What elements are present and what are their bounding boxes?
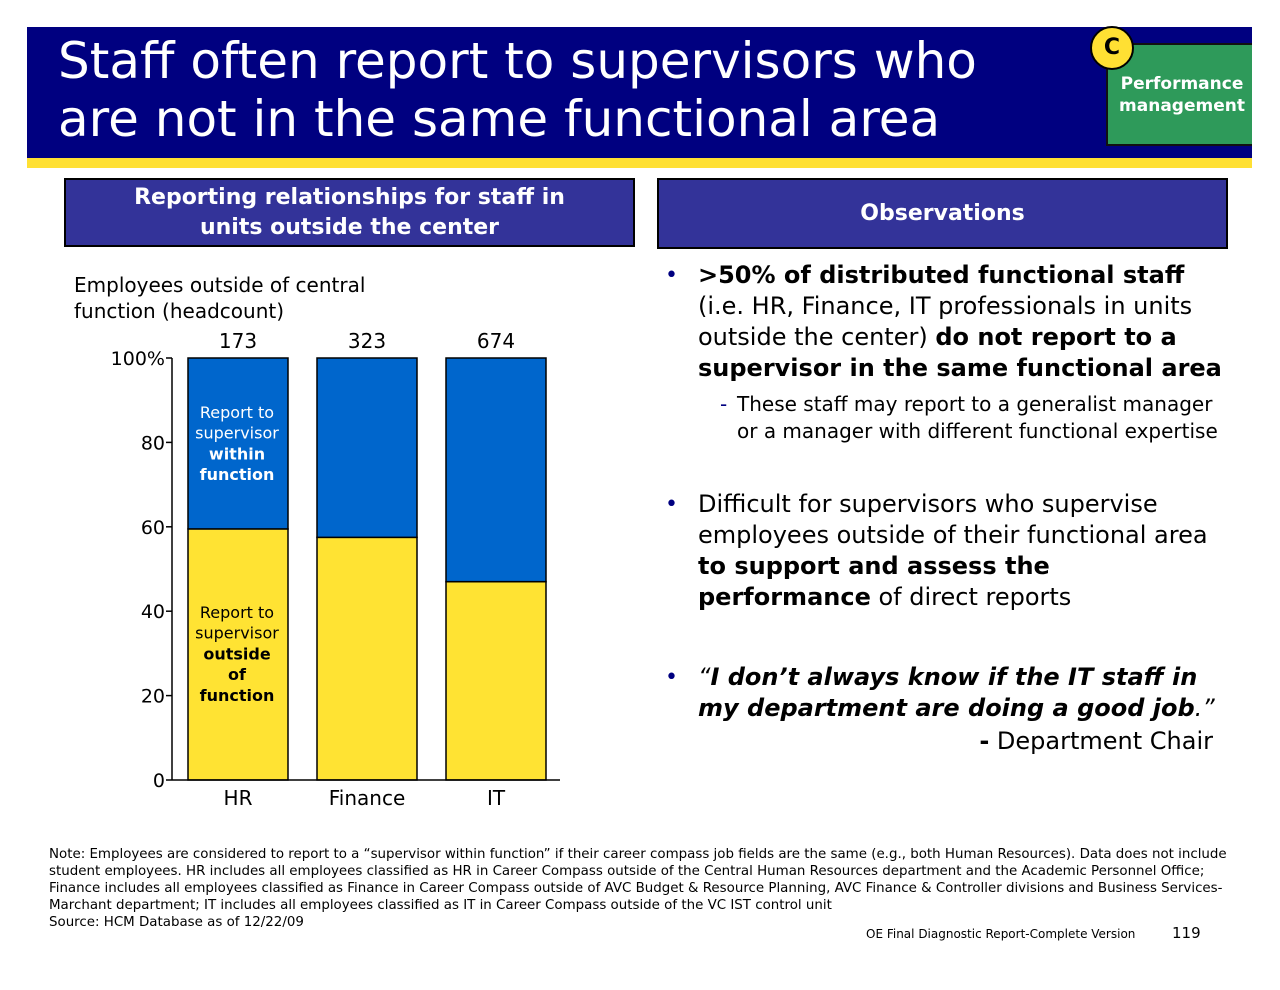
observations-list: • >50% of distributed functional staff (… <box>665 260 1225 757</box>
page-title: Staff often report to supervisors who ar… <box>58 32 977 148</box>
observations-header: Observations <box>657 178 1228 249</box>
segment-label: supervisor <box>195 624 279 643</box>
segment-label: supervisor <box>195 424 279 443</box>
y-tick-label: 60 <box>141 517 165 539</box>
y-tick-label: 100% <box>111 348 165 370</box>
segment-label: Report to <box>200 603 274 622</box>
quote-attribution: - Department Chair <box>665 726 1225 757</box>
attribution-text: Department Chair <box>989 727 1213 755</box>
observation-bullet-1: • >50% of distributed functional staff (… <box>665 260 1225 384</box>
footnote: Note: Employees are considered to report… <box>49 846 1229 931</box>
observation-1-subpoint: - These staff may report to a generalist… <box>665 391 1225 445</box>
segment-label: within <box>209 444 265 463</box>
bar-hr-series-2 <box>187 357 289 530</box>
y-tick-label: 40 <box>141 601 165 623</box>
headcount-label: 674 <box>477 329 515 353</box>
y-tick-label: 20 <box>141 686 165 708</box>
headcount-label: 173 <box>219 329 257 353</box>
observation-1-bold-a: >50% of distributed functional staff <box>698 261 1185 289</box>
attribution-dash: - <box>979 727 990 755</box>
chart-panel-header-line1: Reporting relationships for staff in <box>134 184 565 210</box>
segment-label: function <box>200 465 275 484</box>
y-axis-label-line2: function (headcount) <box>74 299 284 323</box>
segment-label: of <box>228 665 247 684</box>
footnote-note: Note: Employees are considered to report… <box>49 847 1227 913</box>
y-tick-label: 80 <box>141 432 165 454</box>
x-tick-label: IT <box>487 786 506 810</box>
x-tick-label: Finance <box>329 786 406 810</box>
bar-finance-series-2 <box>316 357 418 539</box>
chart-panel-header-line2: units outside the center <box>199 214 500 240</box>
bar-it-series-2 <box>445 357 547 583</box>
observation-3-quote: I don’t always know if the IT staff in m… <box>698 663 1198 722</box>
headcount-label: 323 <box>348 329 386 353</box>
y-axis-label-line1: Employees outside of central <box>74 273 365 297</box>
observation-2-text-a: Difficult for supervisors who supervise … <box>698 490 1208 549</box>
observation-2-text-b: of direct reports <box>870 583 1072 611</box>
bar-hr-series-1 <box>187 528 289 781</box>
observation-bullet-3: • “I don’t always know if the IT staff i… <box>665 662 1225 724</box>
segment-label: Report to <box>200 403 274 422</box>
segment-label: outside <box>203 644 270 663</box>
y-tick-label: 0 <box>153 770 165 792</box>
bullet-icon: • <box>665 263 678 288</box>
bullet-icon: • <box>665 665 678 690</box>
observation-bullet-2: • Difficult for supervisors who supervis… <box>665 489 1225 613</box>
module-tag: Performance management <box>1106 43 1252 146</box>
document-name: OE Final Diagnostic Report-Complete Vers… <box>866 927 1136 941</box>
module-label-line2: management <box>1119 96 1245 116</box>
bullet-icon: • <box>665 492 678 517</box>
observation-2-bold: to support and assess the performance <box>698 552 1050 611</box>
observation-1-subpoint-text: These staff may report to a generalist m… <box>737 392 1218 443</box>
header-underline <box>27 158 1252 168</box>
module-letter-badge: C <box>1090 26 1134 70</box>
dash-icon: - <box>720 392 728 416</box>
bar-it-series-1 <box>445 580 547 781</box>
x-tick-label: HR <box>224 786 253 810</box>
page-number: 119 <box>1172 924 1201 942</box>
quote-open: “ <box>698 663 711 691</box>
module-label-line1: Performance <box>1120 74 1244 94</box>
segment-label: function <box>200 686 275 705</box>
observation-1-text: (i.e. HR, Finance, IT professionals in u… <box>698 292 1193 351</box>
chart-panel-header: Reporting relationships for staff in uni… <box>64 178 635 247</box>
footnote-source: Source: HCM Database as of 12/22/09 <box>49 915 304 930</box>
quote-close: .” <box>1194 694 1215 722</box>
header-bar <box>27 27 1252 158</box>
observation-1-bold-b: do not report to a supervisor in the sam… <box>698 323 1222 382</box>
bar-finance-series-1 <box>316 536 418 781</box>
